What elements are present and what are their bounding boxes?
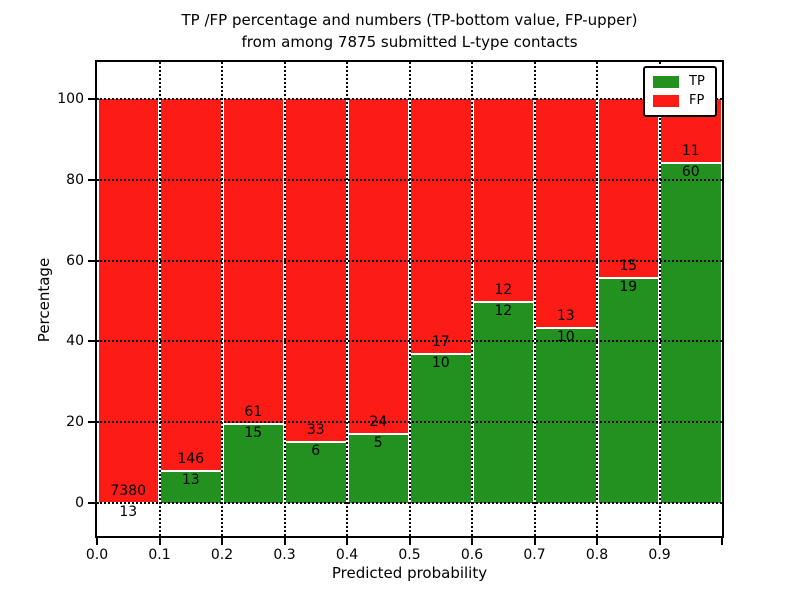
x-tick-label: 0.3: [273, 547, 296, 563]
fp-count-label: 33: [306, 421, 325, 438]
fp-count-label: 17: [431, 334, 450, 351]
fp-count-label: 12: [494, 282, 513, 298]
x-tick-mark: [408, 538, 411, 545]
tp-bar-segment: [598, 277, 658, 503]
x-axis-label: Predicted probability: [331, 564, 488, 582]
y-tick-mark: [88, 502, 95, 504]
tp-count-label: 6: [311, 442, 321, 459]
fp-count-label: 13: [556, 308, 575, 325]
horizontal-gridline: [97, 421, 722, 424]
fp-bar-segment: [536, 99, 596, 328]
horizontal-gridline: [97, 502, 722, 504]
legend-item-fp: FP: [645, 91, 715, 110]
fp-swatch-icon: [653, 94, 679, 107]
plot-area: TP FP 7380 13 146 13 61 15 33 6 24 5 17 10 12 12 13 10 1…: [95, 60, 724, 538]
fp-count-label: 146: [177, 450, 205, 467]
y-tick-mark: [88, 98, 95, 100]
x-tick-mark: [658, 538, 661, 545]
y-tick-label: 80: [66, 171, 84, 188]
x-tick-label: 0.2: [210, 547, 234, 563]
x-tick-mark: [96, 538, 98, 545]
x-tick-mark: [283, 538, 286, 545]
x-tick-label: 0.8: [585, 547, 609, 563]
fp-bar-segment: [98, 99, 158, 503]
vertical-gridline: [346, 62, 348, 536]
y-tick-label: 20: [66, 414, 84, 431]
legend-label-fp: FP: [689, 92, 705, 108]
vertical-gridline: [408, 62, 411, 536]
y-tick-label: 100: [57, 91, 84, 107]
legend-label-tp: TP: [689, 73, 705, 89]
tp-count-label: 10: [556, 329, 575, 346]
tp-bar-segment: [661, 161, 721, 503]
y-tick-label: 0: [75, 495, 84, 511]
x-tick-mark: [533, 538, 536, 545]
chart-title-line1: TP /FP percentage and numbers (TP-bottom…: [181, 11, 638, 29]
chart-title: TP /FP percentage and numbers (TP-bottom…: [97, 9, 722, 53]
tp-count-label: 15: [244, 425, 263, 442]
fp-count-label: 7380: [110, 483, 147, 500]
tp-bar-segment: [473, 301, 533, 503]
x-tick-mark: [346, 538, 348, 545]
tp-count-label: 19: [619, 279, 638, 296]
x-tick-label: 0.4: [335, 547, 359, 563]
vertical-gridline: [158, 62, 161, 536]
horizontal-gridline: [97, 259, 722, 262]
vertical-gridline: [471, 62, 473, 536]
tp-bar-segment: [411, 353, 471, 503]
x-tick-label: 0.5: [398, 547, 421, 563]
tp-count-label: 60: [681, 163, 700, 180]
tp-bar-segment: [536, 327, 596, 503]
x-tick-mark: [471, 538, 473, 545]
y-tick-label: 60: [66, 252, 84, 269]
legend: TP FP: [643, 66, 717, 117]
y-tick-mark: [88, 259, 95, 262]
x-tick-mark: [158, 538, 161, 545]
tp-count-label: 10: [431, 355, 450, 372]
fp-bar-segment: [348, 99, 408, 434]
x-tick-mark: [721, 538, 723, 545]
vertical-gridline: [596, 62, 598, 536]
chart-title-line2: from among 7875 submitted L-type contact…: [241, 33, 578, 51]
fp-bar-segment: [286, 99, 346, 441]
tp-bar-segment: [223, 423, 283, 503]
horizontal-gridline: [97, 178, 722, 181]
fp-count-label: 11: [681, 142, 700, 159]
vertical-gridline: [658, 62, 661, 536]
tp-bar-segment: [348, 433, 408, 503]
x-tick-label: 0.0: [85, 547, 109, 563]
tp-swatch-icon: [653, 75, 679, 88]
tp-count-label: 13: [181, 471, 200, 488]
horizontal-gridline: [97, 340, 722, 343]
y-tick-mark: [88, 421, 95, 424]
horizontal-gridline: [97, 98, 722, 100]
vertical-gridline: [221, 62, 223, 536]
x-tick-mark: [596, 538, 598, 545]
fp-bar-segment: [598, 99, 658, 278]
fp-count-label: 15: [619, 258, 638, 275]
fp-count-label: 61: [244, 404, 263, 421]
tp-count-label: 13: [119, 504, 138, 521]
fp-bar-segment: [473, 99, 533, 301]
tp-count-label: 5: [373, 435, 383, 452]
vertical-gridline: [283, 62, 286, 536]
x-tick-label: 0.9: [648, 547, 671, 563]
x-tick-label: 0.6: [460, 547, 484, 563]
legend-item-tp: TP: [645, 72, 715, 91]
fp-count-label: 24: [369, 414, 388, 431]
tp-bar-segment: [286, 440, 346, 503]
tp-count-label: 12: [494, 303, 513, 319]
x-tick-mark: [221, 538, 223, 545]
y-tick-mark: [88, 178, 95, 181]
fp-bar-segment: [411, 99, 471, 354]
y-tick-label: 40: [66, 333, 84, 350]
vertical-gridline: [533, 62, 536, 536]
y-tick-mark: [88, 340, 95, 343]
x-tick-label: 0.1: [148, 547, 171, 563]
fp-bar-segment: [161, 99, 221, 470]
y-axis-label: Percentage: [35, 257, 53, 343]
x-tick-label: 0.7: [523, 547, 546, 563]
tp-bar-segment: [161, 469, 221, 503]
